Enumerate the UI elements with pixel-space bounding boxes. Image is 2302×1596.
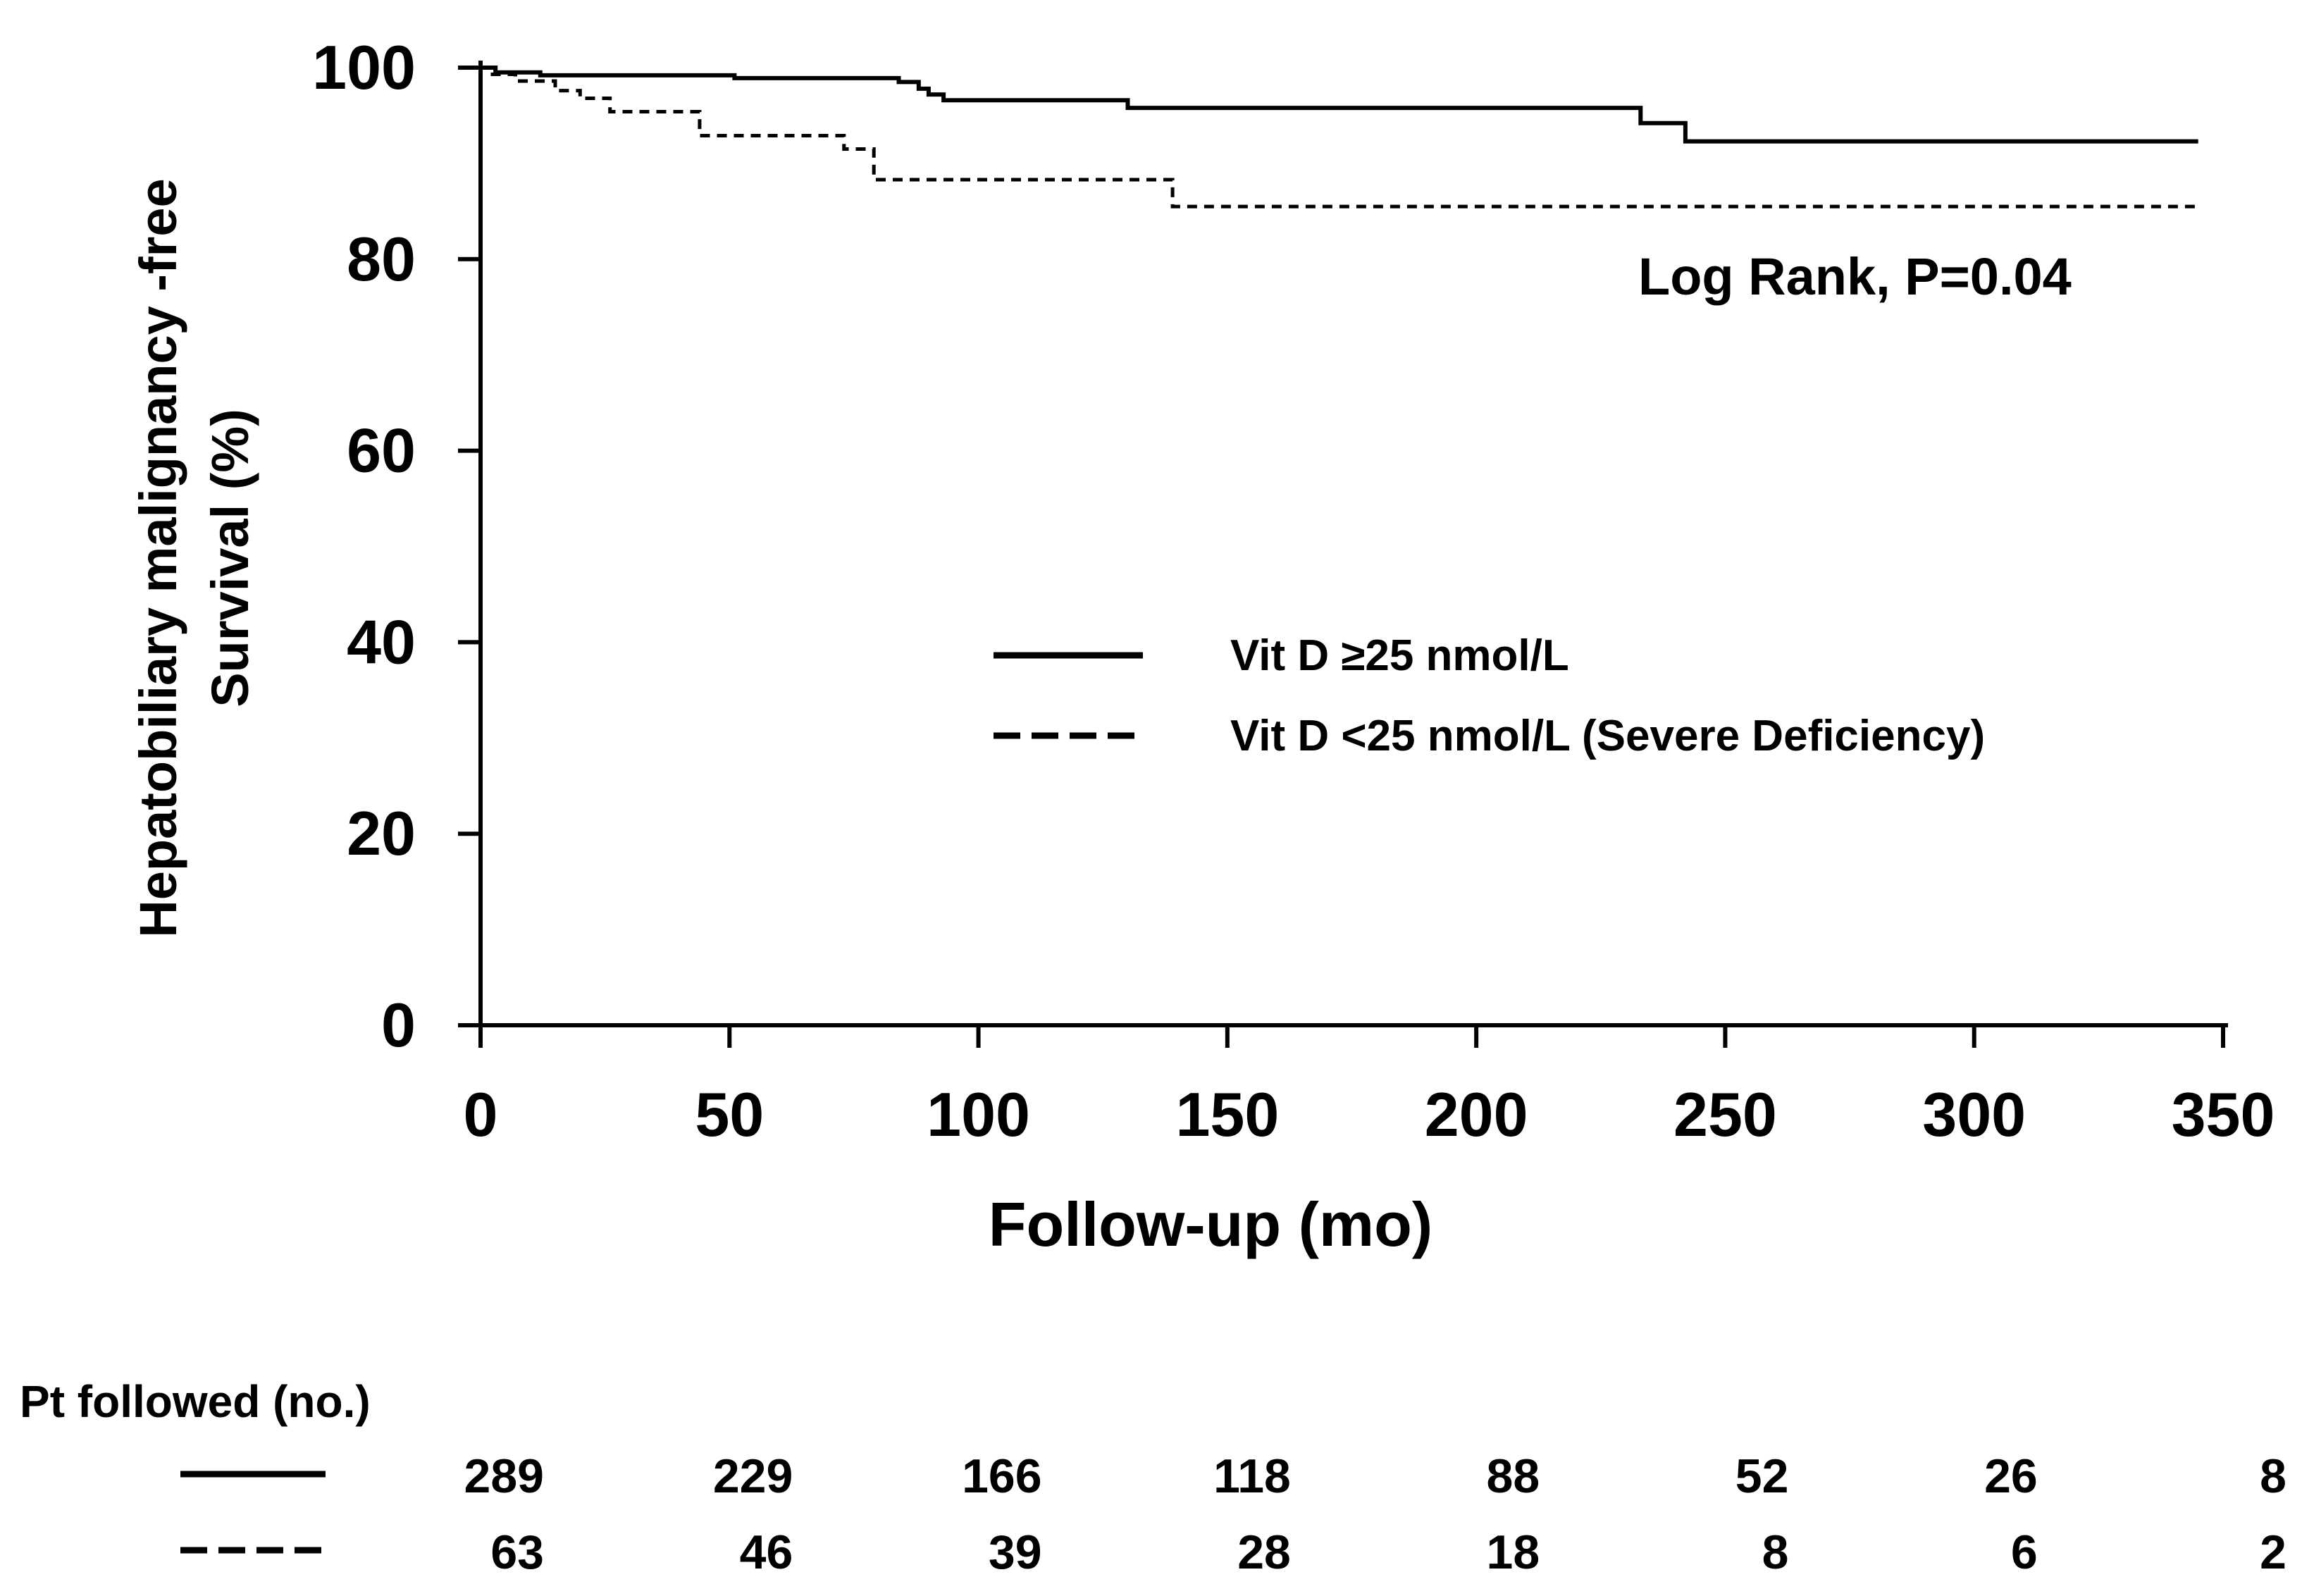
series-line-vitd-normal: [481, 66, 2198, 144]
x-tick-label: 300: [1922, 1080, 2026, 1149]
log-rank-annotation: Log Rank, P=0.04: [1638, 247, 2072, 306]
risk-table-cell: 8: [2260, 1449, 2286, 1503]
x-ticks: 0 50 100 150 200 250 300 350: [464, 1025, 2275, 1149]
x-tick-label: 350: [2172, 1080, 2275, 1149]
risk-table-title: Pt followed (no.): [20, 1376, 371, 1427]
x-tick-label: 0: [464, 1080, 498, 1149]
risk-table-cell: 88: [1487, 1449, 1540, 1503]
risk-table-cell: 26: [1984, 1449, 2038, 1503]
risk-table: Pt followed (no.) 289 229 166 118 88 52 26 8 63…: [20, 1376, 2286, 1579]
y-ticks: 0 20 40 60 80 100: [312, 32, 481, 1060]
risk-table-cell: 28: [1237, 1526, 1291, 1579]
risk-table-cell: 52: [1735, 1449, 1789, 1503]
y-tick-label: 80: [347, 224, 416, 294]
risk-table-cell: 289: [464, 1449, 544, 1503]
y-tick-label: 100: [312, 32, 416, 102]
risk-table-cell: 46: [740, 1526, 793, 1579]
y-tick-label: 0: [381, 990, 416, 1060]
risk-table-cell: 39: [989, 1526, 1042, 1579]
risk-table-cell: 166: [962, 1449, 1041, 1503]
x-tick-label: 200: [1425, 1080, 1528, 1149]
y-tick-label: 20: [347, 798, 416, 868]
risk-table-cell: 8: [1762, 1526, 1789, 1579]
x-axis-title: Follow-up (mo): [989, 1189, 1432, 1259]
y-tick-label: 60: [347, 416, 416, 485]
risk-table-cell: 229: [713, 1449, 793, 1503]
y-tick-label: 40: [347, 607, 416, 676]
y-axis-title-line2: Survival (%): [201, 409, 259, 707]
x-tick-label: 50: [695, 1080, 764, 1149]
risk-row-vitd-normal: 289 229 166 118 88 52 26 8: [464, 1449, 2286, 1503]
y-axis-title-line1: Hepatobiliary malignancy -free: [129, 178, 187, 937]
legend-label-vitd-deficient: Vit D <25 nmol/L (Severe Deficiency): [1230, 712, 1985, 760]
risk-table-cell: 18: [1487, 1526, 1540, 1579]
series-line-vitd-deficient: [481, 66, 2198, 209]
risk-table-cell: 118: [1213, 1449, 1291, 1503]
risk-table-cell: 63: [490, 1526, 544, 1579]
x-tick-label: 150: [1175, 1080, 1279, 1149]
legend-label-vitd-normal: Vit D ≥25 nmol/L: [1230, 631, 1569, 680]
risk-table-cell: 2: [2260, 1526, 2286, 1579]
risk-row-vitd-deficient: 63 46 39 28 18 8 6 2: [490, 1526, 2286, 1579]
risk-table-cell: 6: [2011, 1526, 2038, 1579]
legend: Vit D ≥25 nmol/L Vit D <25 nmol/L (Sever…: [994, 631, 1985, 760]
x-tick-label: 100: [927, 1080, 1030, 1149]
x-tick-label: 250: [1673, 1080, 1777, 1149]
